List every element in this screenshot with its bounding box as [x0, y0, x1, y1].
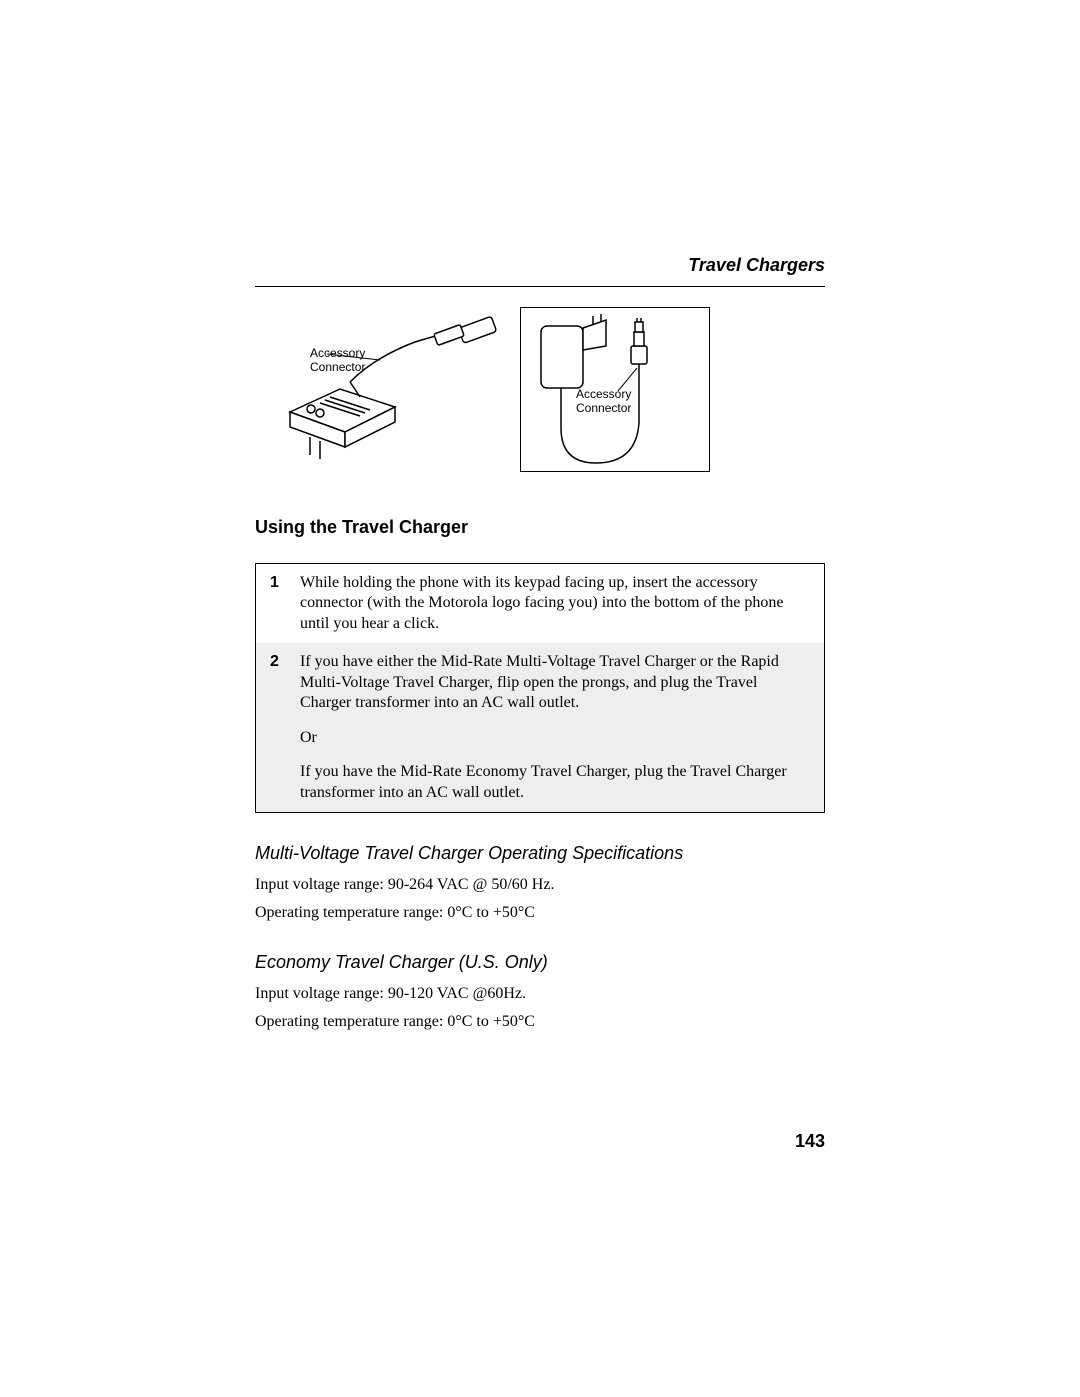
step-1-text: While holding the phone with its keypad … — [300, 574, 783, 632]
step-number: 2 — [270, 652, 300, 803]
label-line-2: Connector — [576, 401, 631, 415]
economy-spec: Economy Travel Charger (U.S. Only) Input… — [255, 952, 825, 1031]
step-2-p2: Or — [300, 728, 810, 748]
page-container: Travel Chargers — [255, 255, 825, 1152]
label-line-1: Accessory — [576, 387, 631, 401]
step-row-1: 1 While holding the phone with its keypa… — [256, 564, 824, 643]
step-2-p3: If you have the Mid-Rate Economy Travel … — [300, 762, 810, 803]
multi-voltage-line1: Input voltage range: 90-264 VAC @ 50/60 … — [255, 876, 825, 894]
multi-voltage-spec: Multi-Voltage Travel Charger Operating S… — [255, 843, 825, 922]
steps-table: 1 While holding the phone with its keypa… — [255, 563, 825, 813]
section-header: Travel Chargers — [255, 255, 825, 276]
economy-heading: Economy Travel Charger (U.S. Only) — [255, 952, 825, 973]
step-number: 1 — [270, 573, 300, 634]
using-heading: Using the Travel Charger — [255, 517, 825, 538]
multi-voltage-heading: Multi-Voltage Travel Charger Operating S… — [255, 843, 825, 864]
multi-voltage-line2: Operating temperature range: 0°C to +50°… — [255, 904, 825, 922]
header-rule — [255, 286, 825, 287]
step-body: If you have either the Mid-Rate Multi-Vo… — [300, 652, 810, 803]
step-2-p1: If you have either the Mid-Rate Multi-Vo… — [300, 652, 810, 713]
label-line-2: Connector — [310, 360, 365, 374]
accessory-connector-label-right: Accessory Connector — [576, 388, 631, 416]
step-row-2: 2 If you have either the Mid-Rate Multi-… — [256, 643, 824, 812]
economy-line2: Operating temperature range: 0°C to +50°… — [255, 1013, 825, 1031]
diagram-left: Accessory Connector — [265, 307, 515, 467]
label-line-1: Accessory — [310, 346, 365, 360]
diagram-area: Accessory Connector — [255, 307, 825, 477]
charger-illustration-left — [265, 307, 515, 467]
diagram-right: Accessory Connector — [520, 307, 710, 472]
economy-line1: Input voltage range: 90-120 VAC @60Hz. — [255, 985, 825, 1003]
step-body: While holding the phone with its keypad … — [300, 573, 810, 634]
accessory-connector-label-left: Accessory Connector — [310, 347, 365, 375]
page-number: 143 — [255, 1131, 825, 1152]
